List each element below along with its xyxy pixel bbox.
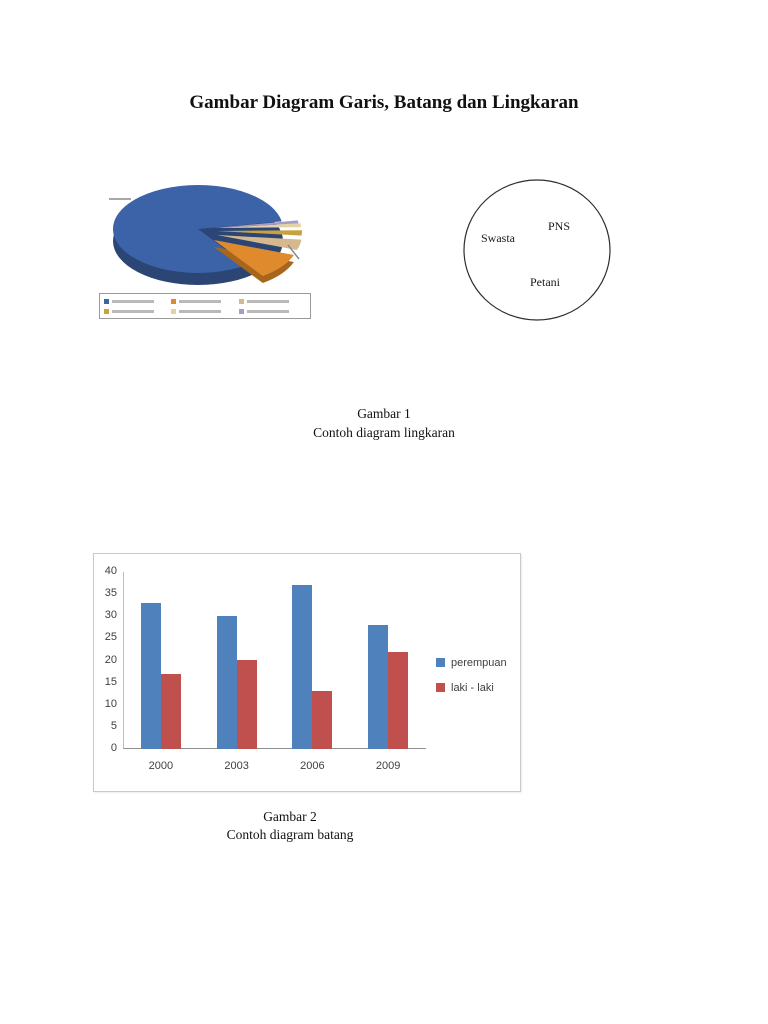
y-axis-tick-label: 35 (104, 587, 117, 600)
bar-chart: 0 5 10 15 20 25 30 35 40 2000 2003 2006 2009 perempua… (93, 553, 521, 792)
bar-perempuan-2009 (368, 625, 389, 749)
y-axis-tick-label: 0 (110, 742, 117, 754)
bar-laki-laki-2000 (160, 674, 181, 749)
circle-diagram: PNS Swasta Petani (462, 178, 614, 324)
pie-legend-swatch (104, 298, 109, 304)
pie-slice-orange (214, 240, 294, 276)
y-axis-tick-label: 40 (104, 565, 117, 577)
x-axis-label: 2000 (148, 760, 174, 772)
plot-area (123, 572, 426, 749)
figure2-caption-line1: Gambar 2 (263, 809, 317, 824)
y-axis-tick-label: 20 (104, 653, 117, 666)
pie-legend-illegible-text (246, 299, 289, 303)
y-axis-tick-label: 10 (104, 697, 117, 710)
figure2-caption: Gambar 2 Contoh diagram batang (93, 808, 487, 844)
bar-perempuan-2003 (216, 616, 237, 749)
bar-laki-laki-2009 (388, 652, 409, 749)
pie-slice-tan (217, 235, 302, 250)
y-axis-tick-label: 30 (104, 609, 117, 622)
circle-outline (463, 179, 611, 321)
pie-slice-main (112, 184, 282, 273)
chart-legend: perempuan laki - laki (436, 650, 507, 700)
pie-legend-swatch (171, 298, 177, 304)
illegible-label-mark (287, 244, 300, 260)
legend-swatch (436, 658, 445, 667)
pie-legend-entry (171, 296, 238, 306)
x-axis-label: 2006 (300, 760, 325, 772)
pie-legend-illegible-text (112, 299, 154, 303)
3d-pie-chart (109, 184, 303, 285)
bar-laki-laki-2003 (236, 660, 257, 749)
figure1-caption-line1: Gambar 1 (357, 406, 411, 421)
pie-legend (99, 293, 311, 319)
page-title: Gambar Diagram Garis, Batang dan Lingkar… (189, 92, 579, 113)
y-axis-tick-label: 5 (110, 719, 117, 732)
legend-swatch (436, 683, 445, 692)
pie-legend-entry (171, 306, 238, 316)
circle-label-swasta: Swasta (481, 231, 515, 245)
legend-item: laki - laki (436, 675, 507, 700)
y-axis-tick-label: 25 (104, 631, 117, 644)
pie-legend-illegible-text (112, 309, 154, 313)
circle-label-pns: PNS (548, 219, 571, 233)
pie-legend-entry (238, 306, 306, 316)
pie-legend-entry (104, 296, 171, 306)
circle-shape (463, 179, 611, 321)
x-axis-label: 2009 (375, 760, 401, 772)
pie-legend-illegible-text (246, 309, 289, 313)
pie-legend-entry (104, 306, 171, 316)
pie-legend-swatch (238, 298, 244, 304)
pie-slice-gold (217, 230, 303, 236)
bar-laki-laki-2006 (312, 691, 333, 749)
pie-legend-illegible-text (179, 309, 222, 313)
legend-item: perempuan (436, 650, 507, 675)
pie-legend-swatch (104, 308, 109, 314)
pie-legend-entry (238, 296, 306, 306)
circle-label-petani: Petani (530, 275, 560, 289)
pie-chart-image (91, 175, 319, 390)
pie-slice-khaki (216, 223, 301, 228)
bar-perempuan-2000 (140, 603, 161, 749)
figure1-caption-line2: Contoh diagram lingkaran (313, 425, 455, 440)
bar-perempuan-2006 (292, 585, 313, 749)
pie-slice-purple (214, 220, 299, 228)
pie-legend-swatch (238, 308, 244, 314)
pie-legend-illegible-text (179, 299, 222, 303)
figure2-caption-line2: Contoh diagram batang (226, 827, 354, 842)
y-axis-tick-label: 15 (104, 675, 117, 688)
figure1-caption: Gambar 1 Contoh diagram lingkaran (0, 404, 768, 442)
x-axis-label: 2003 (224, 760, 249, 772)
pie-legend-swatch (171, 308, 177, 314)
legend-label: perempuan (451, 656, 507, 669)
legend-label: laki - laki (451, 681, 494, 694)
